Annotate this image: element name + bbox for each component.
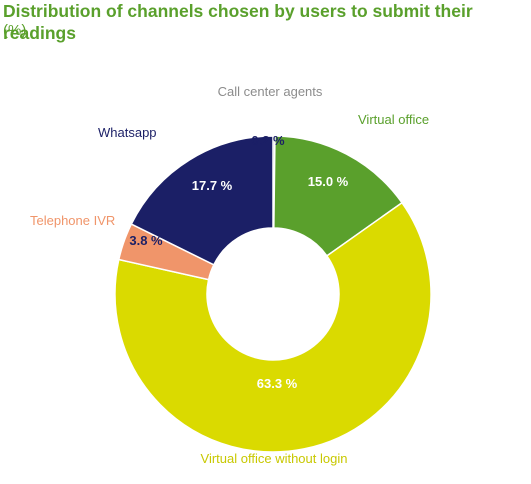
category-labels-group: Call center agents Virtual office Virtual … <box>30 84 429 466</box>
slice-whatsapp <box>130 135 274 266</box>
category-label-virtual-office: Virtual office <box>358 112 429 127</box>
chart-subtitle: (%) <box>3 22 27 39</box>
value-label-virtual-office: 15.0 % <box>308 174 349 189</box>
chart-title: Distribution of channels chosen by users… <box>3 1 473 43</box>
slice-virtual-office <box>273 135 404 257</box>
value-labels-group: 0.2 % 15.0 % 63.3 % 3.8 % 17.7 % <box>129 133 348 391</box>
value-label-virtual-office-without-login: 63.3 % <box>257 376 298 391</box>
category-label-call-center-agents: Call center agents <box>218 84 323 99</box>
slice-virtual-office-without-login <box>114 201 432 453</box>
category-label-telephone-ivr: Telephone IVR <box>30 213 115 228</box>
slices-group <box>114 135 432 453</box>
value-label-call-center-agents: 0.2 % <box>251 133 285 148</box>
category-label-whatsapp: Whatsapp <box>98 125 157 140</box>
value-label-telephone-ivr: 3.8 % <box>129 233 163 248</box>
value-label-whatsapp: 17.7 % <box>192 178 233 193</box>
category-label-virtual-office-without-login: Virtual office without login <box>201 451 348 466</box>
